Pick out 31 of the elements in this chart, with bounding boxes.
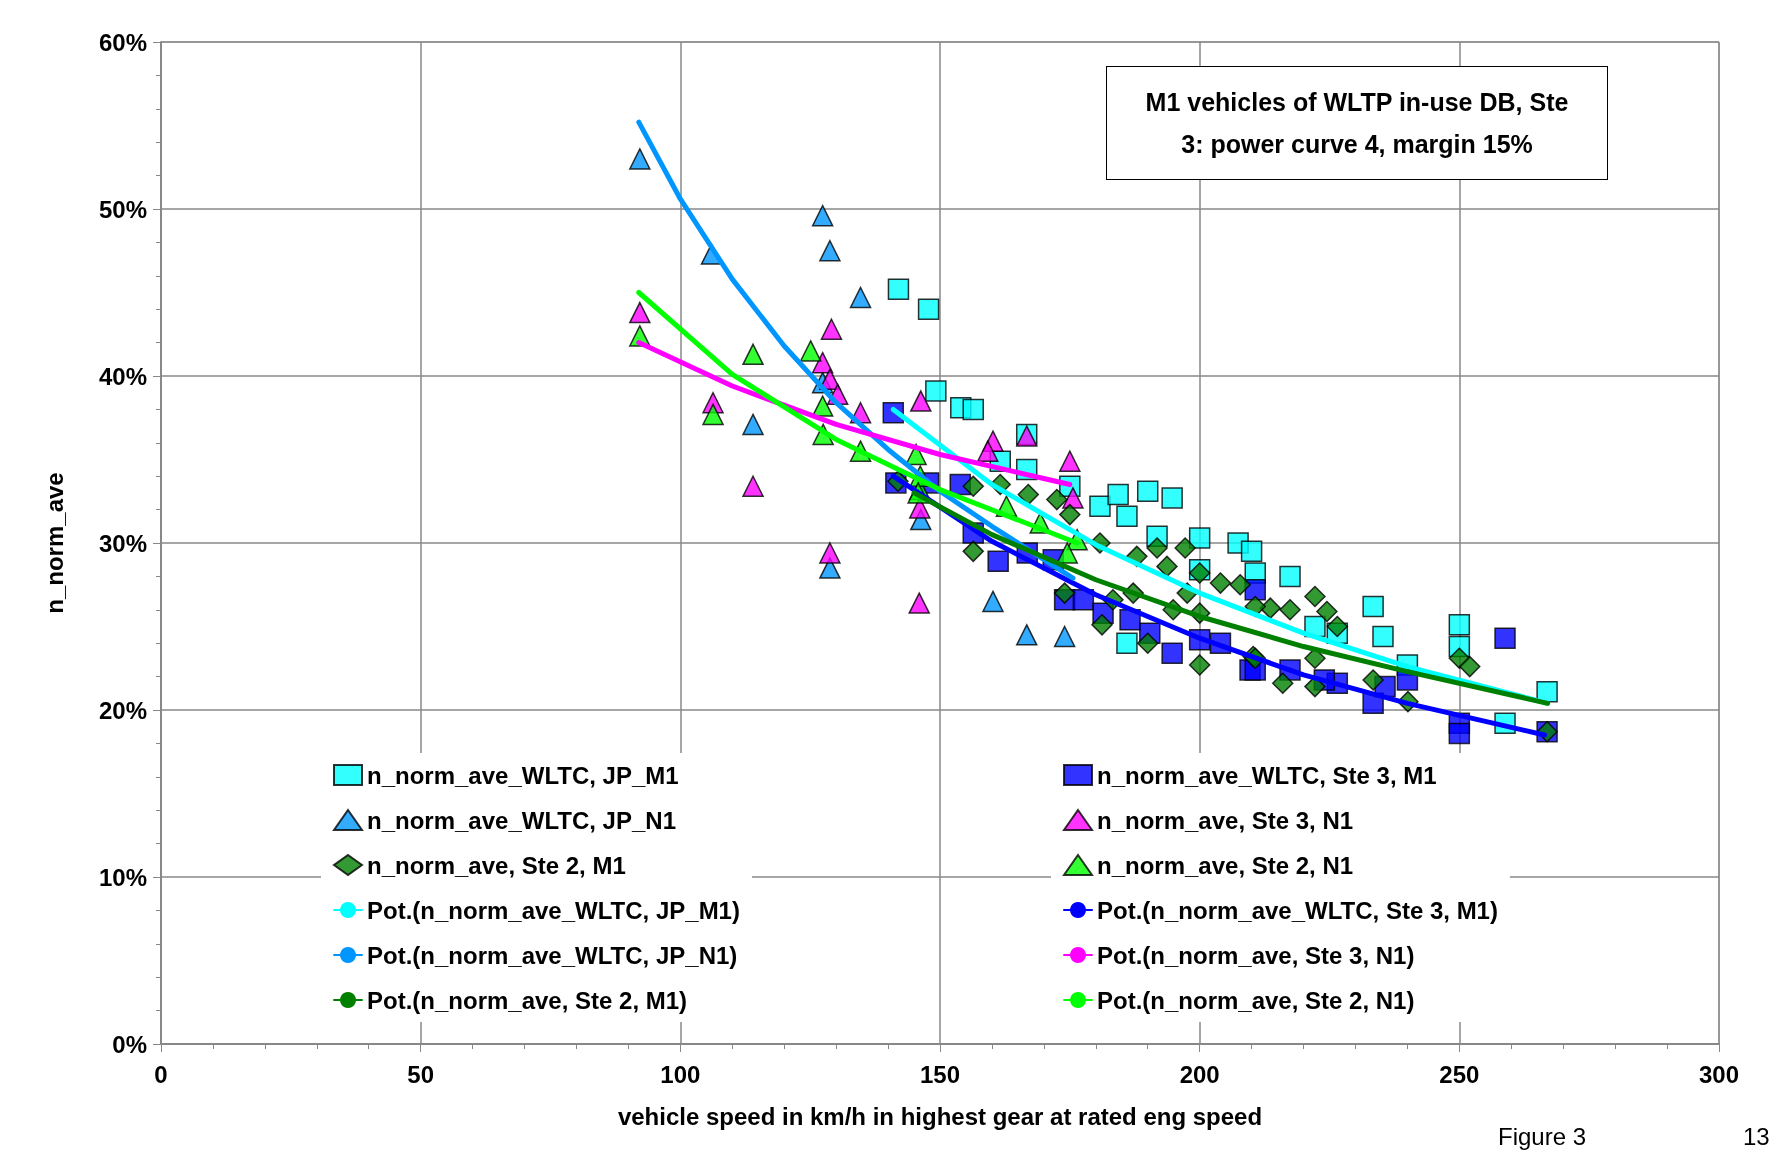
legend-label: n_norm_ave_WLTC, Ste 3, M1 <box>1097 761 1437 789</box>
y-tick-label: 60% <box>98 28 147 56</box>
annotation: M1 vehicles of WLTP in-use DB, Ste 3: power curve 4, margin 15% <box>1106 66 1608 180</box>
x-tick-label: 150 <box>919 1060 961 1088</box>
text: 13 <box>1743 1122 1770 1150</box>
legend-label: n_norm_ave, Ste 3, N1 <box>1097 806 1354 834</box>
legend-label: Pot.(n_norm_ave, Ste 3, N1) <box>1097 941 1415 969</box>
y-tick-label: 0% <box>112 1030 147 1058</box>
x-tick-label: 0 <box>154 1060 168 1088</box>
legend-label: n_norm_ave, Ste 2, N1 <box>1097 851 1354 879</box>
y-tick-label: 50% <box>98 195 147 223</box>
y-tick-label: 10% <box>98 863 147 891</box>
legend-label: Pot.(n_norm_ave_WLTC, Ste 3, M1) <box>1097 896 1498 924</box>
legend-label: n_norm_ave, Ste 2, M1 <box>367 851 626 879</box>
y-tick-label: 30% <box>98 529 147 557</box>
x-tick-label: 200 <box>1179 1060 1220 1088</box>
legend-label: Pot.(n_norm_ave, Ste 2, N1) <box>1097 986 1415 1014</box>
x-tick-label: 100 <box>660 1060 701 1088</box>
x-tick-label: 300 <box>1698 1060 1740 1088</box>
legend-label: Pot.(n_norm_ave_WLTC, JP_N1) <box>367 941 738 969</box>
legend-label: Pot.(n_norm_ave, Ste 2, M1) <box>367 986 688 1014</box>
x-tick-label: 50 <box>407 1060 435 1088</box>
x-tick-label: 250 <box>1439 1060 1480 1088</box>
y-tick-label: 40% <box>98 362 147 390</box>
legend-label: Pot.(n_norm_ave_WLTC, JP_M1) <box>367 896 740 924</box>
legend-label: n_norm_ave_WLTC, JP_N1 <box>367 806 676 834</box>
y-axis-title: n_norm_ave <box>40 472 68 614</box>
caption: Figure 3 <box>1498 1122 1587 1150</box>
y-tick-label: 20% <box>98 696 147 724</box>
legend-label: n_norm_ave_WLTC, JP_M1 <box>367 761 679 789</box>
x-axis-title: vehicle speed in km/h in highest gear at rated eng speed <box>617 1102 1263 1130</box>
